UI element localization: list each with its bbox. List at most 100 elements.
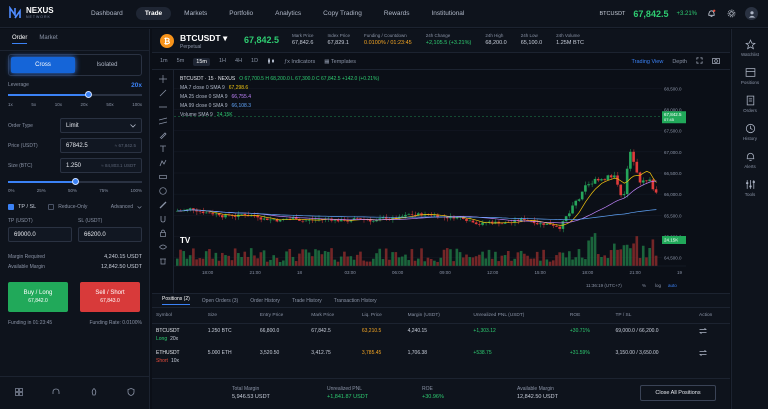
size-tick[interactable]: 25% — [36, 188, 46, 193]
swap-icon[interactable] — [699, 349, 707, 357]
leverage-tick[interactable]: 10x — [54, 102, 62, 107]
chart-type-icon[interactable] — [267, 57, 275, 67]
tpsl-checkbox[interactable] — [8, 204, 14, 210]
size-slider[interactable] — [8, 178, 142, 185]
tradingview-toggle[interactable]: Trading View — [631, 58, 664, 65]
nav-markets[interactable]: Markets — [184, 10, 208, 17]
size-slider-handle[interactable] — [72, 178, 79, 185]
rail-positions[interactable]: Positions — [732, 67, 768, 85]
rail-label: Alerts — [744, 164, 756, 169]
timeframe-5m[interactable]: 5m — [176, 57, 185, 64]
lock-icon[interactable] — [158, 228, 168, 238]
scale-option-[interactable]: % — [642, 283, 646, 288]
reduce-only-checkbox[interactable] — [48, 204, 55, 210]
crosshair-icon[interactable] — [158, 74, 168, 84]
leverage-tick[interactable]: 100x — [132, 102, 142, 107]
tab-market[interactable]: Market — [39, 35, 58, 41]
scale-option-log[interactable]: log — [655, 283, 662, 288]
measure-icon[interactable] — [158, 172, 168, 182]
timeframe-1h[interactable]: 1H — [218, 57, 227, 64]
rail-alerts[interactable]: Alerts — [732, 151, 768, 169]
advanced-dropdown[interactable]: Advanced — [110, 204, 133, 210]
nav-institutional[interactable]: Institutional — [431, 10, 465, 17]
symbol-selector[interactable]: BTCUSDT ▾ Perpetual — [180, 33, 228, 50]
cross-margin-button[interactable]: Cross — [11, 57, 75, 73]
sell-short-button[interactable]: Sell / Short 67,843.0 — [80, 282, 140, 312]
candle — [635, 161, 639, 173]
text-tool-icon[interactable] — [158, 144, 168, 154]
size-input[interactable]: 1.250 ≈ 84,803.1 USDT — [60, 158, 142, 173]
emoji-icon[interactable] — [158, 186, 168, 196]
notification-bell-icon[interactable] — [705, 8, 717, 20]
channel-icon[interactable] — [158, 116, 168, 126]
eye-icon[interactable] — [158, 242, 168, 252]
topbar-pair[interactable]: BTCUSDT — [599, 10, 626, 17]
trash-icon[interactable] — [158, 256, 168, 266]
settings-gear-icon[interactable] — [725, 8, 737, 20]
tab-transaction-history[interactable]: Transaction History — [333, 297, 377, 304]
scale-option-auto[interactable]: auto — [668, 283, 677, 288]
horizontal-line-icon[interactable] — [158, 102, 168, 112]
swap-icon[interactable] — [699, 327, 707, 335]
leverage-tick[interactable]: 1x — [8, 102, 13, 107]
timeframe-1d[interactable]: 1D — [251, 57, 259, 64]
nav-portfolio[interactable]: Portfolio — [229, 10, 254, 17]
fullscreen-icon[interactable] — [696, 57, 703, 66]
tab-open-orders-3[interactable]: Open Orders (3) — [201, 297, 239, 304]
grid-icon[interactable] — [14, 388, 23, 398]
pattern-icon[interactable] — [158, 158, 168, 168]
rocket-icon[interactable] — [90, 387, 98, 398]
candlestick-chart[interactable]: 68,500.0 68,000.0 67,500.0 67,000.0 66,500.0… — [174, 70, 698, 294]
brush-icon[interactable] — [158, 130, 168, 140]
table-row[interactable]: ETHUSDT Short 10x 5.000 ETH 3,520.50 3,412.75… — [152, 346, 730, 368]
nav-copy-trading[interactable]: Copy Trading — [323, 10, 362, 17]
headset-icon[interactable] — [52, 388, 60, 398]
price-input[interactable]: 67842.5 ≈ 67,842.5 — [60, 138, 142, 153]
size-tick[interactable]: 50% — [67, 188, 77, 193]
shield-icon[interactable] — [127, 388, 135, 398]
nav-trade[interactable]: Trade — [135, 7, 172, 20]
leverage-slider-handle[interactable] — [85, 91, 93, 98]
camera-icon[interactable] — [712, 57, 720, 66]
size-tick[interactable]: 100% — [130, 188, 142, 193]
order-type-select[interactable]: Limit — [60, 118, 142, 133]
timeframe-1m[interactable]: 1m — [160, 57, 168, 64]
tp-input[interactable]: 69000.0 — [8, 227, 72, 242]
indicators-button[interactable]: ƒx Indicators — [284, 58, 316, 65]
tab-order-history[interactable]: Order History — [250, 297, 280, 304]
timeframe-4h[interactable]: 4H — [235, 57, 243, 64]
sl-input[interactable]: 66200.0 — [78, 227, 142, 242]
ruler-icon[interactable] — [158, 200, 168, 210]
cell-action[interactable] — [695, 346, 730, 368]
rail-tools[interactable]: Tools — [732, 179, 768, 197]
nav-analytics[interactable]: Analytics — [275, 10, 302, 17]
buy-long-button[interactable]: Buy / Long 67,842.0 — [8, 282, 68, 312]
brand-logo[interactable]: NEXUS NETWORK — [8, 6, 54, 20]
size-tick[interactable]: 0% — [8, 188, 15, 193]
tab-positions-2[interactable]: Positions (2) — [162, 296, 190, 305]
isolated-margin-button[interactable]: Isolated — [96, 62, 118, 68]
leverage-tick[interactable]: 50x — [106, 102, 114, 107]
price-chart[interactable]: 68,500.0 68,000.0 67,500.0 67,000.0 66,500.0… — [174, 70, 698, 294]
magnet-icon[interactable] — [158, 214, 168, 224]
timeframe-15m[interactable]: 15m — [193, 57, 210, 66]
depth-toggle[interactable]: Depth — [672, 58, 687, 65]
user-avatar[interactable] — [745, 7, 758, 20]
close-all-positions-button[interactable]: Close All Positions — [640, 385, 716, 401]
nav-rewards[interactable]: Rewards — [383, 10, 410, 17]
cell-action[interactable] — [695, 324, 730, 347]
leverage-slider[interactable] — [8, 91, 142, 98]
rail-orders[interactable]: Orders — [732, 95, 768, 113]
leverage-tick[interactable]: 5x — [31, 102, 37, 107]
tab-trade-history[interactable]: Trade History — [291, 297, 322, 304]
size-tick[interactable]: 75% — [99, 188, 109, 193]
templates-button[interactable]: ▦ Templates — [324, 58, 356, 65]
nav-dashboard[interactable]: Dashboard — [91, 10, 123, 17]
volume-bar — [192, 248, 195, 266]
leverage-tick[interactable]: 20x — [80, 102, 88, 107]
trendline-icon[interactable] — [158, 88, 168, 98]
rail-watchlist[interactable]: Watchlist — [732, 39, 768, 57]
tab-order[interactable]: Order — [12, 35, 28, 44]
rail-history[interactable]: History — [732, 123, 768, 141]
table-row[interactable]: BTCUSDT Long 20x 1.250 BTC 66,800.0 67,842.5 6… — [152, 324, 730, 347]
